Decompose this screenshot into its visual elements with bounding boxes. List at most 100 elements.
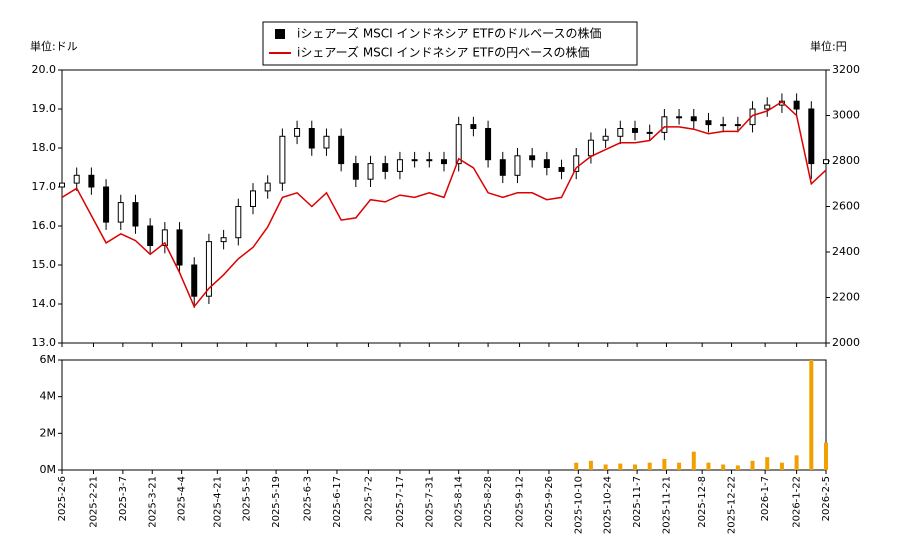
- candle-body: [279, 135, 286, 184]
- volume-bar: [779, 462, 784, 470]
- candle-body: [382, 163, 389, 172]
- volume-bar: [809, 360, 814, 470]
- candle-body: [205, 241, 212, 297]
- volume-bar: [677, 462, 682, 470]
- price-frame: [61, 69, 827, 344]
- candle-body: [676, 116, 683, 119]
- volume-frame: [61, 359, 827, 471]
- x-tick-label: 2025-7-2: [363, 476, 374, 521]
- x-tick-label: 2025-10-10: [573, 476, 584, 534]
- candle-body: [323, 135, 330, 149]
- candle-body: [764, 104, 771, 110]
- candle-body: [88, 174, 95, 188]
- x-tick-label: 2025-9-12: [515, 476, 526, 528]
- candle-body: [661, 116, 668, 133]
- x-tick-label: 2025-12-8: [697, 476, 708, 528]
- candle-body: [191, 264, 198, 297]
- y2-tick-label: 2800: [832, 154, 860, 167]
- candle-body: [646, 131, 653, 134]
- x-tick-label: 2025-4-21: [212, 476, 223, 528]
- candle-body: [235, 206, 242, 239]
- legend-swatch: [275, 29, 285, 39]
- y-tick-label: 15.0: [32, 258, 57, 271]
- volume-tick-label: 6M: [40, 353, 57, 366]
- y-tick-label: 14.0: [32, 297, 57, 310]
- candle-body: [161, 229, 168, 246]
- volume-bar: [794, 455, 799, 470]
- yen-price-line: [61, 100, 827, 309]
- candle-body: [103, 186, 110, 223]
- candle-body: [426, 159, 433, 162]
- y-tick-label: 20.0: [32, 63, 57, 76]
- volume-bar: [691, 451, 696, 470]
- x-tick-label: 2025-5-5: [242, 476, 253, 521]
- x-tick-label: 2025-2-6: [57, 476, 68, 521]
- x-tick-label: 2025-8-14: [454, 476, 465, 528]
- y2-tick-label: 2000: [832, 336, 860, 349]
- candle-body: [455, 124, 462, 165]
- candle-body: [441, 159, 447, 165]
- legend-box: [262, 21, 638, 66]
- candle-body: [514, 155, 521, 176]
- x-tick-label: 2026-2-5: [821, 476, 832, 521]
- candle-body: [264, 182, 271, 192]
- volume-tick-label: 0M: [40, 463, 57, 476]
- volume-bar: [721, 464, 726, 470]
- y2-tick-label: 3000: [832, 109, 860, 122]
- volume-tick-label: 4M: [40, 390, 57, 403]
- candle-body: [602, 135, 609, 141]
- candle-body: [823, 159, 829, 165]
- candle-body: [499, 159, 506, 176]
- candle-body: [617, 128, 624, 137]
- x-tick-label: 2025-9-26: [544, 476, 555, 528]
- candle-body: [587, 139, 594, 157]
- candle-body: [132, 202, 139, 227]
- volume-bar: [750, 460, 755, 470]
- x-tick-label: 2025-10-24: [603, 476, 614, 534]
- candle-body: [558, 167, 565, 172]
- volume-bar: [647, 462, 652, 470]
- candle-body: [338, 135, 345, 165]
- candle-body: [543, 159, 550, 168]
- y-tick-label: 13.0: [32, 336, 57, 349]
- candle-body: [808, 108, 815, 165]
- candle-body: [793, 100, 800, 110]
- y2-tick-label: 2400: [832, 245, 860, 258]
- x-tick-label: 2025-2-21: [88, 476, 99, 528]
- candle-body: [220, 237, 227, 243]
- volume-bar: [824, 442, 828, 470]
- x-tick-label: 2025-6-17: [332, 476, 343, 528]
- y2-tick-label: 2200: [832, 291, 860, 304]
- x-tick-label: 2025-11-7: [632, 476, 643, 528]
- candle-body: [632, 128, 638, 133]
- candle-body: [250, 190, 256, 207]
- volume-bar: [765, 457, 770, 470]
- volume-bar: [574, 462, 579, 470]
- candle-body: [411, 159, 418, 162]
- candle-body: [73, 174, 80, 184]
- volume-tick-label: 2M: [40, 426, 57, 439]
- x-tick-label: 2025-8-28: [483, 476, 494, 528]
- x-tick-label: 2025-6-3: [303, 476, 314, 521]
- candle-body: [308, 128, 315, 149]
- right-unit: 単位:円: [810, 39, 847, 53]
- x-tick-label: 2025-3-7: [118, 476, 129, 521]
- x-tick-label: 2025-12-22: [727, 476, 738, 534]
- candle-body: [470, 124, 477, 129]
- volume-bar: [603, 464, 608, 470]
- candle-body: [117, 202, 124, 223]
- candle-body: [529, 155, 536, 161]
- x-tick-label: 2025-4-4: [177, 476, 188, 521]
- left-unit: 単位:ドル: [30, 39, 78, 53]
- x-tick-label: 2026-1-22: [792, 476, 803, 528]
- candle-body: [396, 159, 403, 172]
- y-tick-label: 16.0: [32, 219, 57, 232]
- legend-label: iシェアーズ MSCI インドネシア ETFのドルベースの株価: [297, 26, 602, 41]
- x-tick-label: 2025-11-21: [661, 476, 672, 534]
- candle-body: [749, 108, 756, 126]
- x-tick-label: 2025-5-19: [271, 476, 282, 528]
- volume-bar: [588, 460, 593, 470]
- candle-body: [352, 163, 359, 180]
- candle-body: [690, 116, 697, 122]
